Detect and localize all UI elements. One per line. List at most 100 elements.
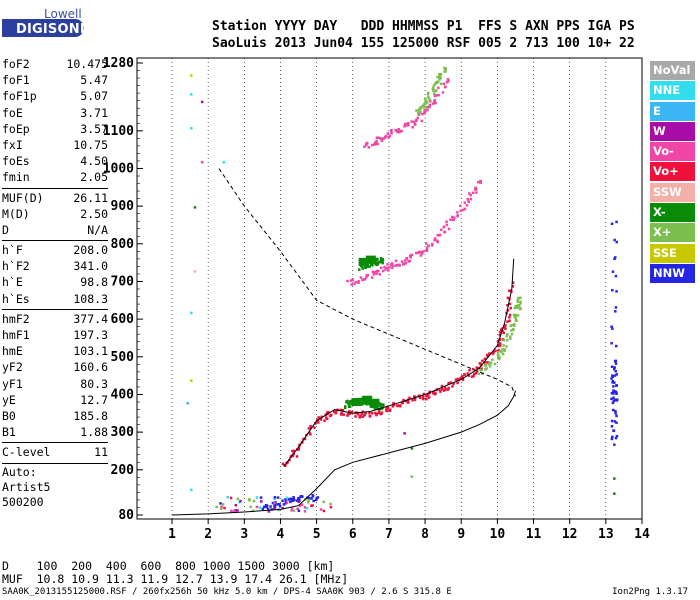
x-tick-label: 10 — [490, 527, 506, 542]
echo-point — [441, 388, 444, 391]
echo-point — [456, 214, 460, 217]
echo-point — [509, 337, 512, 340]
echo-point — [221, 503, 225, 506]
echo-point — [419, 110, 422, 114]
echo-point — [380, 411, 384, 415]
echo-point — [614, 412, 617, 415]
echo-point — [289, 500, 292, 504]
echo-point — [480, 367, 483, 370]
echo-point — [479, 181, 482, 184]
echo-point — [249, 505, 252, 509]
echo-point — [442, 389, 446, 392]
echo-point — [610, 437, 614, 441]
echo-point — [509, 306, 513, 310]
echo-point — [498, 333, 502, 337]
echo-point — [367, 146, 371, 149]
y-tick-label: 400 — [111, 387, 135, 402]
echo-point — [353, 282, 356, 286]
echo-point — [324, 416, 328, 419]
echo-point — [376, 142, 379, 146]
echo-point — [430, 242, 434, 246]
echo-point — [375, 136, 379, 139]
echo-point — [296, 507, 299, 511]
echo-point — [265, 505, 269, 509]
echo-point — [467, 374, 471, 377]
echo-point — [399, 129, 402, 133]
echo-point — [292, 449, 296, 453]
x-tick-label: 3 — [240, 527, 248, 542]
echo-point — [288, 458, 291, 462]
echo-point — [433, 82, 437, 86]
echo-point — [488, 365, 492, 368]
echo-point — [615, 384, 619, 387]
echo-point — [402, 262, 405, 266]
echo-point — [426, 101, 429, 104]
echo-point — [459, 209, 462, 212]
echo-point — [340, 411, 343, 415]
echo-point — [611, 435, 614, 439]
header-line1: Station YYYY DAY DDD HHMMSS P1 FFS S AXN… — [212, 19, 635, 34]
echo-point — [368, 414, 372, 418]
logo-swoosh — [2, 19, 84, 37]
echo-point — [388, 266, 391, 269]
y-tick-label: 800 — [111, 237, 135, 252]
echo-point — [319, 418, 323, 421]
echo-point — [281, 462, 285, 466]
echo-point — [447, 79, 450, 83]
echo-point — [414, 119, 418, 123]
echo-point — [613, 256, 617, 259]
echo-point — [364, 411, 367, 415]
echo-point — [300, 503, 304, 506]
echo-point — [273, 504, 277, 507]
legend-item-nnw: NNW — [650, 263, 695, 283]
echo-point — [385, 409, 389, 413]
echo-point — [369, 405, 373, 409]
echo-point — [504, 327, 507, 330]
legend-item-ssw: SSW — [650, 182, 695, 202]
x-tick-label: 9 — [457, 527, 465, 542]
echo-point — [341, 408, 344, 412]
echo-point — [380, 407, 384, 410]
echo-point — [615, 240, 619, 244]
echo-point — [613, 359, 617, 363]
echo-point — [519, 302, 522, 305]
param-separator — [2, 308, 108, 310]
echo-point — [491, 358, 494, 361]
echo-point — [419, 105, 423, 109]
echo-point — [420, 119, 424, 123]
echo-point — [611, 381, 614, 384]
echo-point — [422, 250, 425, 253]
echo-point — [281, 506, 284, 510]
echo-point — [351, 278, 355, 282]
echo-point — [483, 357, 487, 361]
echo-point — [510, 329, 513, 332]
echo-point — [378, 273, 381, 276]
echo-point — [382, 403, 385, 407]
echo-point — [373, 270, 377, 274]
echo-point — [404, 122, 407, 126]
echo-point — [516, 314, 520, 317]
param-row: yF1 80.3 — [2, 376, 108, 392]
echo-point — [297, 509, 301, 513]
echo-point — [234, 509, 237, 512]
param-name: D — [2, 222, 9, 237]
param-value: 26.11 — [73, 190, 108, 205]
echo-point — [508, 313, 512, 317]
echo-point — [496, 354, 500, 357]
x-tick-label: 12 — [562, 527, 578, 542]
echo-point — [449, 381, 452, 384]
echo-point — [375, 406, 379, 409]
param-value: 10.75 — [73, 137, 108, 152]
echo-point — [424, 242, 428, 245]
param-row: h`F 208.0 — [2, 242, 108, 258]
echo-point — [615, 421, 618, 424]
echo-point — [508, 302, 512, 306]
echo-point — [463, 201, 467, 204]
echo-point — [613, 420, 617, 423]
echo-point — [292, 496, 295, 499]
echo-point — [371, 270, 375, 274]
echo-point — [404, 259, 407, 262]
echo-point — [506, 309, 510, 312]
param-name: MUF(D) — [2, 190, 44, 205]
echo-point — [426, 93, 430, 96]
